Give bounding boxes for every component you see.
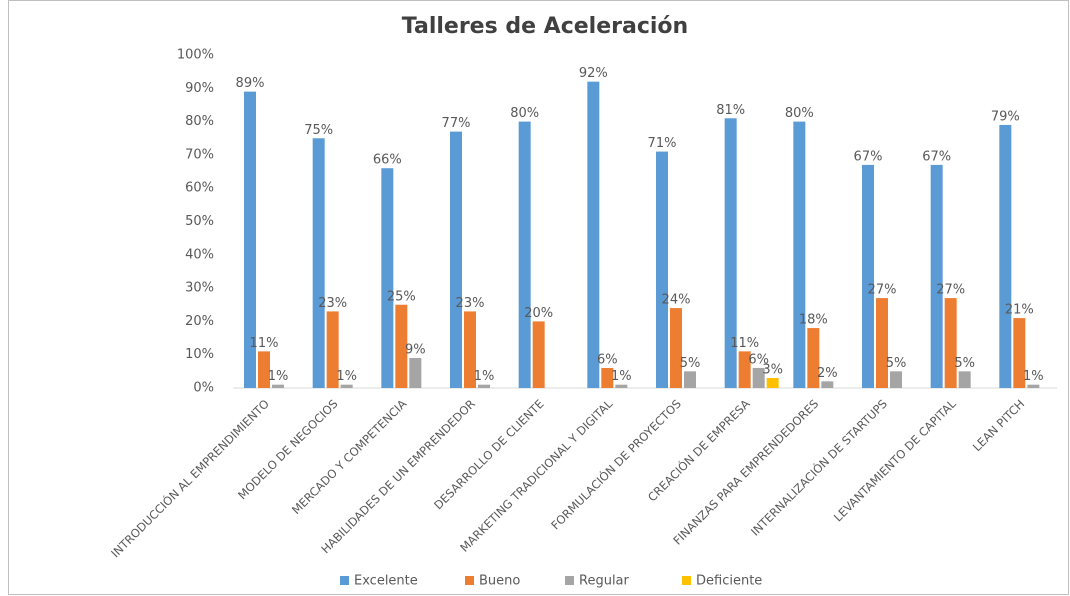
data-label: 3%	[762, 363, 783, 378]
bar	[244, 91, 256, 388]
legend-label: Bueno	[479, 574, 520, 589]
bar	[258, 351, 270, 388]
data-label: 1%	[611, 369, 632, 384]
bar	[1027, 384, 1040, 388]
bar	[738, 351, 751, 388]
bar	[409, 358, 422, 388]
data-label: 75%	[304, 123, 333, 138]
y-tick-label: 30%	[185, 281, 214, 296]
data-label: 6%	[597, 353, 618, 368]
data-label: 5%	[680, 356, 701, 371]
bar	[272, 384, 284, 388]
legend-label: Excelente	[354, 574, 418, 589]
y-tick-label: 90%	[185, 81, 214, 96]
bar	[450, 131, 462, 388]
bar	[807, 328, 820, 388]
data-label: 11%	[730, 336, 759, 351]
bar	[793, 121, 806, 388]
bar	[381, 168, 394, 388]
bar	[587, 81, 600, 388]
data-label: 67%	[854, 149, 883, 164]
chart-title: Talleres de Aceleración	[402, 14, 688, 39]
data-label: 6%	[748, 353, 769, 368]
data-label: 1%	[1023, 369, 1044, 384]
bar	[684, 371, 696, 388]
bar	[752, 368, 765, 388]
bar	[890, 371, 902, 388]
bar	[944, 298, 957, 388]
legend-swatch	[340, 576, 349, 585]
data-label: 5%	[954, 356, 975, 371]
bar	[601, 368, 614, 388]
bar	[958, 371, 971, 388]
data-label: 24%	[662, 293, 691, 308]
data-label: 11%	[250, 336, 279, 351]
bar	[532, 321, 545, 388]
bar	[340, 384, 353, 388]
legend-label: Regular	[579, 574, 630, 589]
bar	[862, 164, 874, 388]
data-label: 27%	[868, 283, 897, 298]
data-label: 80%	[510, 106, 539, 121]
y-tick-label: 50%	[185, 214, 214, 229]
legend-swatch	[682, 576, 691, 585]
data-label: 25%	[387, 289, 416, 304]
y-tick-label: 40%	[185, 247, 214, 262]
data-label: 5%	[886, 356, 907, 371]
bar	[724, 118, 737, 389]
bar	[518, 121, 531, 388]
y-tick-label: 80%	[185, 114, 214, 129]
y-tick-label: 20%	[185, 314, 214, 329]
bar	[464, 311, 476, 388]
bar	[326, 311, 339, 388]
data-label: 2%	[817, 366, 838, 381]
legend-swatch	[565, 576, 574, 585]
bar	[395, 304, 408, 388]
data-label: 66%	[373, 153, 402, 168]
bar	[766, 378, 779, 388]
data-label: 9%	[405, 343, 426, 358]
bar	[312, 138, 325, 388]
data-label: 89%	[236, 76, 265, 91]
data-label: 71%	[648, 136, 677, 151]
bar	[670, 308, 682, 388]
bar	[1013, 318, 1026, 388]
data-label: 79%	[991, 109, 1020, 124]
y-tick-label: 10%	[185, 347, 214, 362]
data-label: 23%	[456, 296, 485, 311]
y-tick-label: 70%	[185, 147, 214, 162]
legend-swatch	[465, 576, 474, 585]
chart-frame	[8, 0, 1069, 595]
data-label: 77%	[442, 116, 471, 131]
bar	[876, 298, 888, 388]
bar	[656, 151, 668, 388]
data-label: 1%	[336, 369, 357, 384]
data-label: 27%	[936, 283, 965, 298]
data-label: 23%	[318, 296, 347, 311]
bar	[821, 381, 834, 388]
bar	[930, 164, 943, 388]
data-label: 18%	[799, 313, 828, 328]
y-tick-label: 60%	[185, 181, 214, 196]
data-label: 80%	[785, 106, 814, 121]
y-tick-label: 100%	[177, 48, 214, 63]
data-label: 81%	[716, 103, 745, 118]
bar	[999, 124, 1012, 389]
data-label: 20%	[524, 306, 553, 321]
data-label: 1%	[268, 369, 289, 384]
data-label: 92%	[579, 66, 608, 81]
bar	[615, 384, 628, 388]
data-label: 21%	[1005, 303, 1034, 318]
legend-label: Deficiente	[696, 574, 762, 589]
data-label: 1%	[474, 369, 495, 384]
bar	[478, 384, 490, 388]
y-tick-label: 0%	[193, 381, 214, 396]
data-label: 67%	[922, 149, 951, 164]
